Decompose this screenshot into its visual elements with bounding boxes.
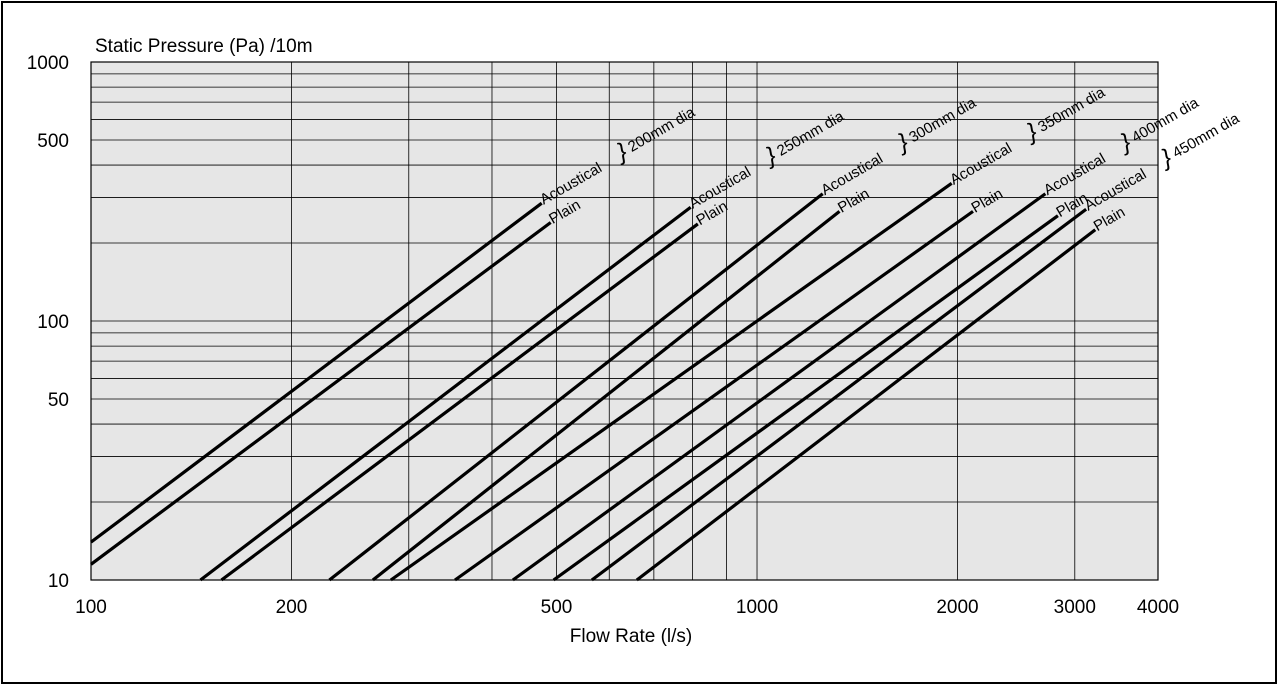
x-tick-label: 3000	[1054, 597, 1096, 618]
tick-labels: 100 200 500 1000 2000 3000 4000 10 50 100 500 1000	[27, 53, 1179, 618]
y-tick-label: 100	[37, 312, 69, 333]
y-tick-label: 500	[37, 131, 69, 152]
x-tick-label: 500	[541, 597, 573, 618]
series-line	[590, 207, 1088, 582]
x-tick-label: 100	[75, 597, 107, 618]
x-tick-label: 2000	[936, 597, 978, 618]
series-line	[635, 228, 1097, 582]
series-line	[454, 210, 974, 582]
x-axis-label: Flow Rate (l/s)	[570, 626, 692, 647]
x-tick-label: 200	[276, 597, 308, 618]
series-lines	[90, 182, 1097, 582]
series-line	[220, 222, 699, 582]
x-tick-label: 1000	[736, 597, 778, 618]
series-line	[328, 192, 824, 582]
grid	[91, 62, 1158, 580]
series-line	[90, 201, 543, 544]
series-line	[511, 192, 1047, 582]
series-line	[389, 182, 953, 582]
y-tick-label: 10	[48, 571, 69, 592]
series-line	[552, 214, 1059, 582]
y-axis-label: Static Pressure (Pa) /10m	[95, 36, 313, 57]
series-line	[90, 221, 552, 566]
y-tick-label: 1000	[27, 53, 69, 74]
x-tick-label: 4000	[1137, 597, 1179, 618]
y-tick-label: 50	[48, 390, 69, 411]
series-line	[371, 210, 841, 582]
series-line	[199, 205, 692, 582]
